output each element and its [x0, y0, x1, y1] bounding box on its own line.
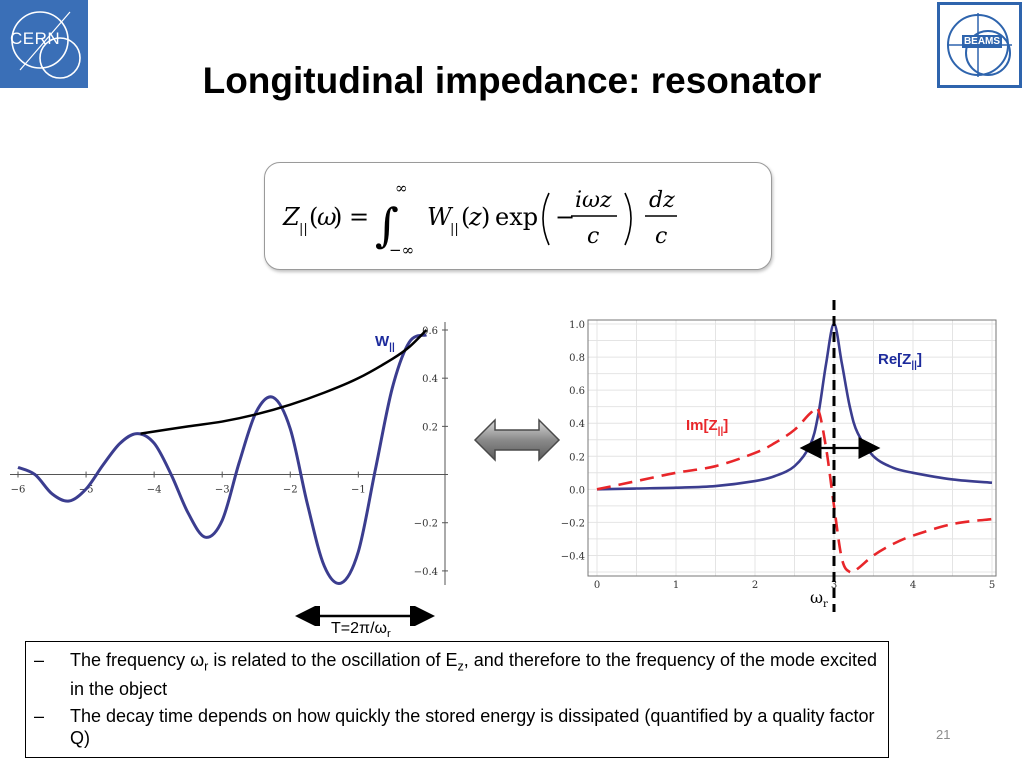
svg-text:=: = — [349, 203, 369, 231]
svg-text:||: || — [450, 222, 459, 237]
y-tick-label: 0.4 — [422, 374, 438, 385]
impedance-grid — [588, 320, 996, 576]
formula-box: Z || ( ω ) = ∫ ∞ −∞ W || ( z ) exp − iωz… — [264, 162, 772, 270]
y-tick-label: 0.2 — [569, 452, 585, 463]
re-z-line — [596, 322, 993, 491]
x-tick-label: 3 — [831, 580, 837, 591]
y-tick-label: −0.4 — [561, 551, 585, 562]
y-tick-label: 0.6 — [422, 326, 438, 337]
y-tick-label: −0.4 — [414, 567, 438, 578]
bullet-1: – The frequency ωr is related to the osc… — [34, 650, 878, 699]
plot-frame — [587, 319, 997, 577]
svg-text:): ) — [333, 203, 342, 231]
bullet-box: – The frequency ωr is related to the osc… — [25, 641, 889, 758]
x-tick-label: −4 — [147, 485, 162, 496]
svg-text:c: c — [655, 224, 667, 249]
im-z-label: Im[Z||] — [686, 417, 728, 437]
im-z-line — [596, 406, 993, 574]
envelope-line — [140, 329, 428, 435]
impedance-annotations — [799, 300, 881, 612]
beams-logo-text: BEAMS — [962, 35, 1002, 48]
svg-text:z: z — [468, 203, 482, 231]
svg-text:∫: ∫ — [375, 198, 399, 252]
slide-title: Longitudinal impedance: resonator — [202, 60, 822, 101]
y-tick-label: −0.2 — [414, 519, 438, 530]
x-tick-label: 5 — [989, 580, 995, 591]
impedance-plot: 0 1 2 3 4 5 1.0 0.8 0.6 0.4 0.2 0.0 −0.2 −0.4 Re[Z||… — [561, 300, 997, 612]
x-tick-label: −2 — [283, 485, 298, 496]
x-tick-label: 0 — [594, 580, 600, 591]
svg-text:exp: exp — [495, 203, 538, 231]
x-tick-label: 4 — [910, 580, 916, 591]
svg-text:−: − — [555, 203, 575, 231]
y-tick-label: 0.6 — [569, 386, 585, 397]
period-label: T=2π/ωr — [331, 620, 391, 641]
beams-logo-rings — [947, 13, 1012, 77]
svg-text:||: || — [299, 222, 308, 237]
x-tick-label: 1 — [673, 580, 679, 591]
svg-text:c: c — [587, 224, 599, 249]
omega-r-label: ωr — [810, 588, 828, 610]
impedance-formula: Z || ( ω ) = ∫ ∞ −∞ W || ( z ) exp − iωz… — [282, 179, 677, 259]
bullet-2: – The decay time depends on how quickly … — [34, 705, 875, 748]
y-tick-label: 0.8 — [569, 353, 585, 364]
x-tick-label: −3 — [215, 485, 230, 496]
cern-logo-rings — [11, 11, 81, 79]
wake-lines — [17, 329, 428, 585]
page-number: 21 — [936, 727, 951, 742]
impedance-frame — [587, 319, 997, 577]
wake-y-ticks: 0.6 0.4 0.2 −0.2 −0.4 — [414, 326, 448, 578]
equivalence-arrow — [473, 418, 561, 462]
impedance-lines — [596, 322, 993, 574]
re-z-label: Re[Z||] — [878, 351, 922, 371]
wake-label: W|| — [375, 333, 395, 353]
svg-text:iωz: iωz — [575, 188, 612, 213]
svg-text:(: ( — [461, 203, 470, 231]
svg-text:Z: Z — [282, 203, 301, 231]
y-tick-label: −0.2 — [561, 518, 585, 529]
wake-function-plot: −6 −5 −4 −3 −2 −1 0.60.40.2−0.2−0.4 W|| — [10, 322, 448, 585]
beams-logo: BEAMS — [937, 2, 1022, 88]
x-tick-label: 2 — [752, 580, 758, 591]
impedance-x-ticks: 0 1 2 3 4 5 — [594, 580, 995, 591]
cern-logo: CERN — [0, 0, 88, 88]
y-tick-label: 1.0 — [569, 320, 585, 331]
y-tick-label: 0.0 — [569, 485, 585, 496]
wake-series-line — [17, 333, 427, 585]
y-tick-label: 0.2 — [422, 422, 438, 433]
svg-text:−∞: −∞ — [389, 241, 414, 259]
svg-text:): ) — [481, 203, 490, 231]
svg-text:W: W — [427, 203, 454, 231]
wake-axes — [10, 322, 448, 585]
svg-text:ω: ω — [317, 203, 337, 231]
svg-text:dz: dz — [649, 188, 675, 213]
svg-text:∞: ∞ — [395, 179, 408, 197]
y-tick-label: 0.4 — [569, 419, 585, 430]
x-tick-label: −1 — [351, 485, 366, 496]
wake-x-ticks: −6 −5 −4 −3 −2 −1 — [11, 471, 366, 496]
impedance-y-ticks: 1.0 0.8 0.6 0.4 0.2 0.0 −0.2 −0.4 — [561, 320, 585, 562]
svg-text:(: ( — [309, 203, 318, 231]
cern-logo-text: CERN — [10, 29, 61, 48]
period-arrow — [295, 606, 435, 626]
x-tick-label: −6 — [11, 485, 26, 496]
